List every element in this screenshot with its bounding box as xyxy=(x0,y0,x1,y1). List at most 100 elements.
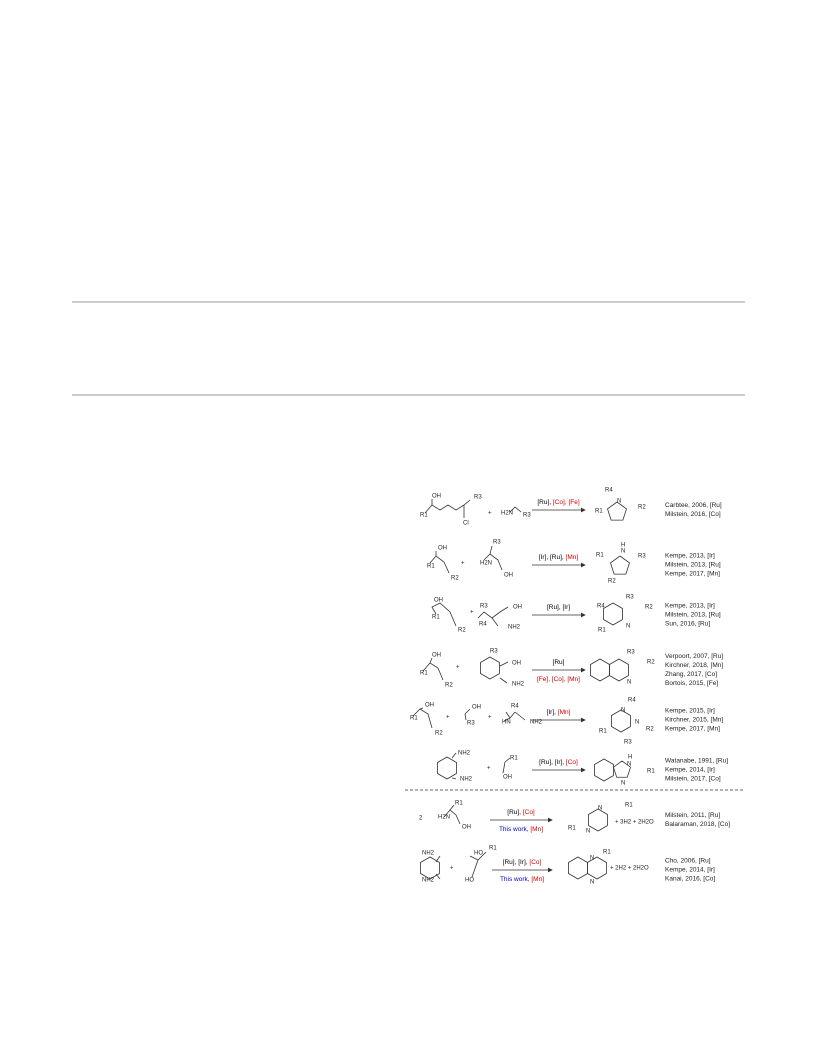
bond xyxy=(503,717,511,722)
atom-label: R3 xyxy=(467,721,475,727)
atom-label: R1 xyxy=(598,628,606,634)
atom-label: NH2 xyxy=(422,851,435,857)
bond xyxy=(451,752,457,759)
citation: Kanai, 2016, [Co] xyxy=(665,876,715,883)
atom-label: + xyxy=(488,715,492,721)
atom-label: R1 xyxy=(625,803,633,809)
atom-label: + 3H2 + 2H2O xyxy=(615,820,654,826)
catalyst-label: This work, [Mn] xyxy=(499,826,543,833)
catalyst-label: [Ru], [Co], [Fe] xyxy=(537,499,579,506)
atom-label: R1 xyxy=(420,671,428,677)
citation: Kempe, 2014, [Ir] xyxy=(665,767,715,774)
catalyst: [Co] xyxy=(529,859,541,866)
catalyst: [Co], xyxy=(553,499,569,506)
atom-label: 2 xyxy=(419,816,423,822)
atom-label: + 2H2 + 2H2O xyxy=(610,866,649,872)
citation: Bortois, 2015, [Fe] xyxy=(665,680,718,687)
atom-label: HO xyxy=(474,851,483,857)
atom-label: R4 xyxy=(605,488,613,494)
citation: Carbtee, 2006, [Ru] xyxy=(665,502,722,509)
atom-label: OH xyxy=(432,494,441,500)
atom-label: R1 xyxy=(427,564,435,570)
atom-label: R2 xyxy=(608,579,616,585)
atom-label: N xyxy=(617,499,621,505)
atom-label: R2 xyxy=(451,576,459,582)
atom-label: N xyxy=(635,720,639,726)
atom-label: R3 xyxy=(523,513,531,519)
catalyst: [Co] xyxy=(523,809,535,816)
citation: Balaraman, 2018, [Co] xyxy=(665,821,730,828)
atom-label: HN xyxy=(502,720,511,726)
ring xyxy=(603,602,623,626)
atom-label: NH2 xyxy=(460,777,473,783)
atom-label: R1 xyxy=(603,850,611,856)
bond xyxy=(429,555,450,574)
atom-label: N xyxy=(627,680,631,686)
atom-label: H2N xyxy=(501,511,513,517)
ring xyxy=(480,656,500,680)
bond xyxy=(464,708,471,715)
atom-label: R1 xyxy=(599,729,607,735)
atom-label: OH xyxy=(434,598,443,604)
bond xyxy=(464,713,467,721)
ring xyxy=(420,856,440,880)
citation: Kempe, 2013, [Ir] xyxy=(665,553,715,560)
atom-label: NH2 xyxy=(530,720,543,726)
atom-label: + xyxy=(487,766,491,772)
atom-label: H xyxy=(628,755,632,761)
atom-label: R1 xyxy=(489,846,497,852)
bond xyxy=(419,707,424,710)
atom-label: R1 xyxy=(595,509,603,515)
bond xyxy=(502,761,506,774)
catalyst-label: [Ir], [Ru], [Mn] xyxy=(539,554,579,561)
catalyst: [Mn] xyxy=(566,554,579,561)
ring xyxy=(587,856,607,880)
ring xyxy=(568,856,588,880)
atom-label: R3 xyxy=(480,604,488,610)
catalyst: [Co] xyxy=(566,759,578,766)
catalyst: This work, xyxy=(500,876,531,883)
atom-label: OH xyxy=(504,573,513,579)
catalyst: [Mn] xyxy=(531,876,544,883)
catalyst-label: [Ru] xyxy=(553,659,565,666)
catalyst-label: [Fe], [Co], [Mn] xyxy=(537,676,580,683)
catalyst: [Ru], [Ir], xyxy=(539,759,566,766)
catalyst: This work, xyxy=(499,826,530,833)
atom-label: + xyxy=(470,610,474,616)
bond xyxy=(429,657,433,664)
ring xyxy=(590,658,610,682)
atom-label: R3 xyxy=(493,540,501,546)
bond xyxy=(412,708,433,729)
atom-label: N xyxy=(590,856,594,862)
atom-label: R1 xyxy=(510,756,518,762)
atom-label: R1 xyxy=(647,769,655,775)
catalyst-label: [Ru], [Co] xyxy=(507,809,535,816)
atom-label: R1 xyxy=(420,513,428,519)
citation: Cho, 2006, [Ru] xyxy=(665,858,711,865)
citation: Verpoort, 2007, [Ru] xyxy=(665,653,723,660)
citation: Kirchner, 2018, [Mn] xyxy=(665,662,723,669)
catalyst-label: [Ir], [Mn] xyxy=(547,709,571,716)
catalyst: [Mn] xyxy=(530,826,543,833)
atom-label: R2 xyxy=(445,683,453,689)
atom-label: R4 xyxy=(479,622,487,628)
atom-label: N xyxy=(598,806,602,812)
bond xyxy=(443,809,461,825)
bond xyxy=(449,804,455,811)
atom-label: R3 xyxy=(627,650,635,656)
catalyst: [Ir], xyxy=(547,709,558,716)
atom-label: + xyxy=(488,511,492,517)
atom-label: OH xyxy=(425,703,434,709)
atom-label: N xyxy=(627,762,631,768)
citation: Sun, 2016, [Ru] xyxy=(665,621,710,628)
atom-label: R2 xyxy=(458,628,466,634)
atom-label: N xyxy=(586,829,590,835)
atom-label: R3 xyxy=(490,649,498,655)
ring xyxy=(588,808,608,832)
atom-label: R1 xyxy=(455,801,463,807)
catalyst-label: [Ru], [Ir], [Co] xyxy=(539,759,578,766)
atom-label: R2 xyxy=(435,731,443,737)
atom-label: OH xyxy=(432,653,441,659)
atom-label: OH xyxy=(512,661,521,667)
